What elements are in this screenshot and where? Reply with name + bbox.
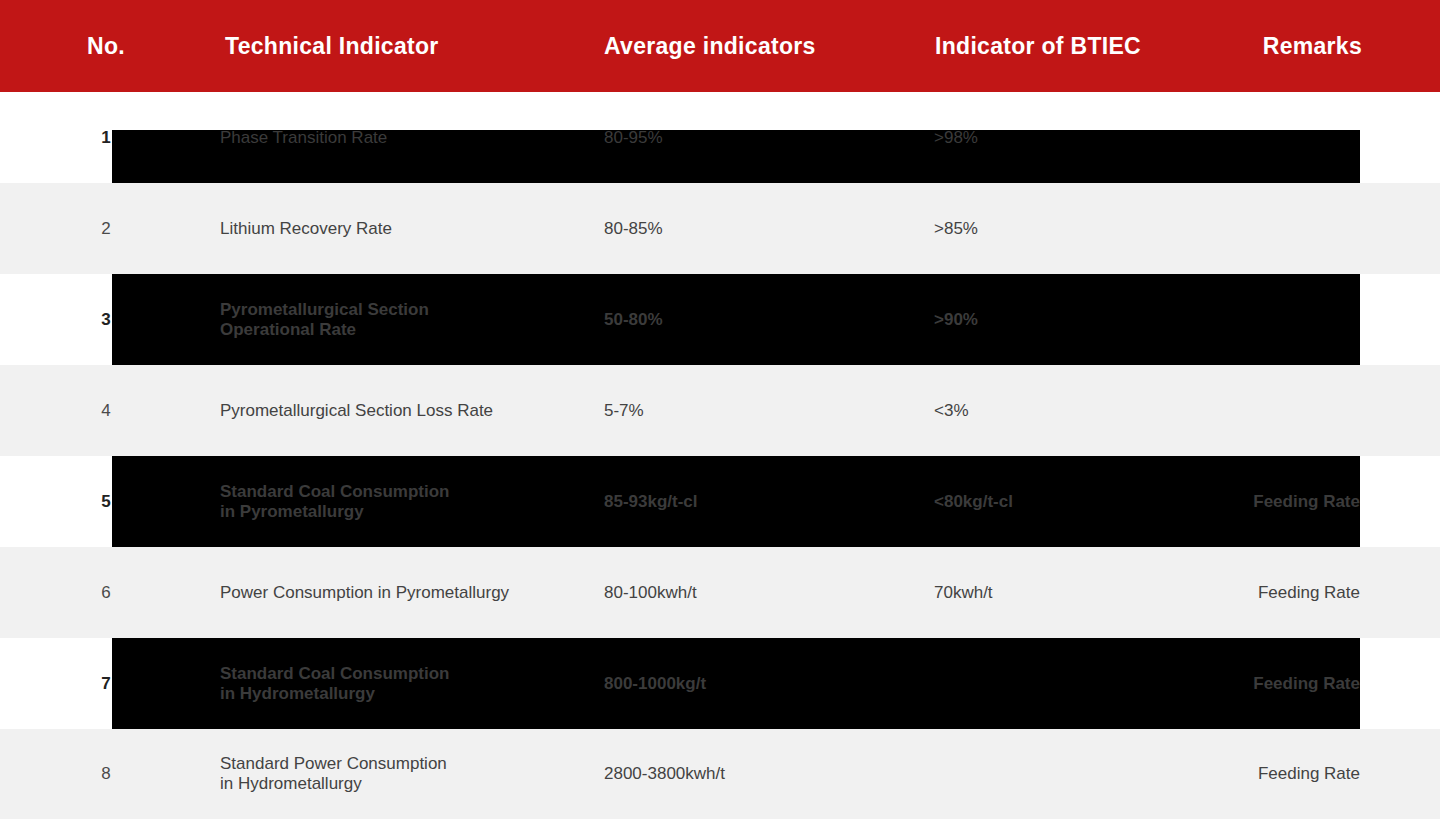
cell-no: 1 [60,92,152,183]
table-row: 1 Phase Transition Rate 80-95% >98% [0,92,1440,183]
header-cell-indicator: Technical Indicator [225,0,595,92]
cell-no: 5 [60,456,152,547]
cell-no: 6 [60,547,152,638]
cell-remarks: Feeding Rate [1140,456,1360,547]
cell-indicator: Standard Coal Consumption in Pyrometallu… [220,456,590,547]
cell-no: 8 [60,729,152,819]
cell-average: 5-7% [604,365,924,456]
cell-indicator: Lithium Recovery Rate [220,183,590,274]
cell-remarks [1140,183,1360,274]
cell-average: 80-85% [604,183,924,274]
table-row: 6 Power Consumption in Pyrometallurgy 80… [0,547,1440,638]
cell-indicator: Phase Transition Rate [220,92,590,183]
header-cell-no: No. [60,0,152,92]
cell-remarks [1140,92,1360,183]
cell-average: 2800-3800kwh/t [604,729,924,819]
cell-indicator: Power Consumption in Pyrometallurgy [220,547,590,638]
cell-indicator: Pyrometallurgical Section Operational Ra… [220,274,590,365]
table-row: 8 Standard Power Consumption in Hydromet… [0,729,1440,819]
cell-average: 50-80% [604,274,924,365]
cell-remarks: Feeding Rate [1140,729,1360,819]
cell-no: 2 [60,183,152,274]
cell-remarks [1140,274,1360,365]
cell-no: 7 [60,638,152,729]
cell-indicator: Standard Coal Consumption in Hydrometall… [220,638,590,729]
table-row: 2 Lithium Recovery Rate 80-85% >85% [0,183,1440,274]
cell-indicator: Standard Power Consumption in Hydrometal… [220,729,590,819]
table-header: No. Technical Indicator Average indicato… [0,0,1440,92]
cell-remarks [1140,365,1360,456]
table-row: 5 Standard Coal Consumption in Pyrometal… [0,456,1440,547]
technical-indicators-table: No. Technical Indicator Average indicato… [0,0,1440,819]
cell-average: 85-93kg/t-cl [604,456,924,547]
header-cell-remarks: Remarks [1140,0,1362,92]
cell-no: 3 [60,274,152,365]
table-row: 7 Standard Coal Consumption in Hydrometa… [0,638,1440,729]
table-row: 4 Pyrometallurgical Section Loss Rate 5-… [0,365,1440,456]
cell-remarks: Feeding Rate [1140,638,1360,729]
cell-average: 80-100kwh/t [604,547,924,638]
cell-no: 4 [60,365,152,456]
cell-average: 80-95% [604,92,924,183]
header-cell-average: Average indicators [604,0,924,92]
cell-average: 800-1000kg/t [604,638,924,729]
table-row: 3 Pyrometallurgical Section Operational … [0,274,1440,365]
cell-indicator: Pyrometallurgical Section Loss Rate [220,365,590,456]
cell-remarks: Feeding Rate [1140,547,1360,638]
